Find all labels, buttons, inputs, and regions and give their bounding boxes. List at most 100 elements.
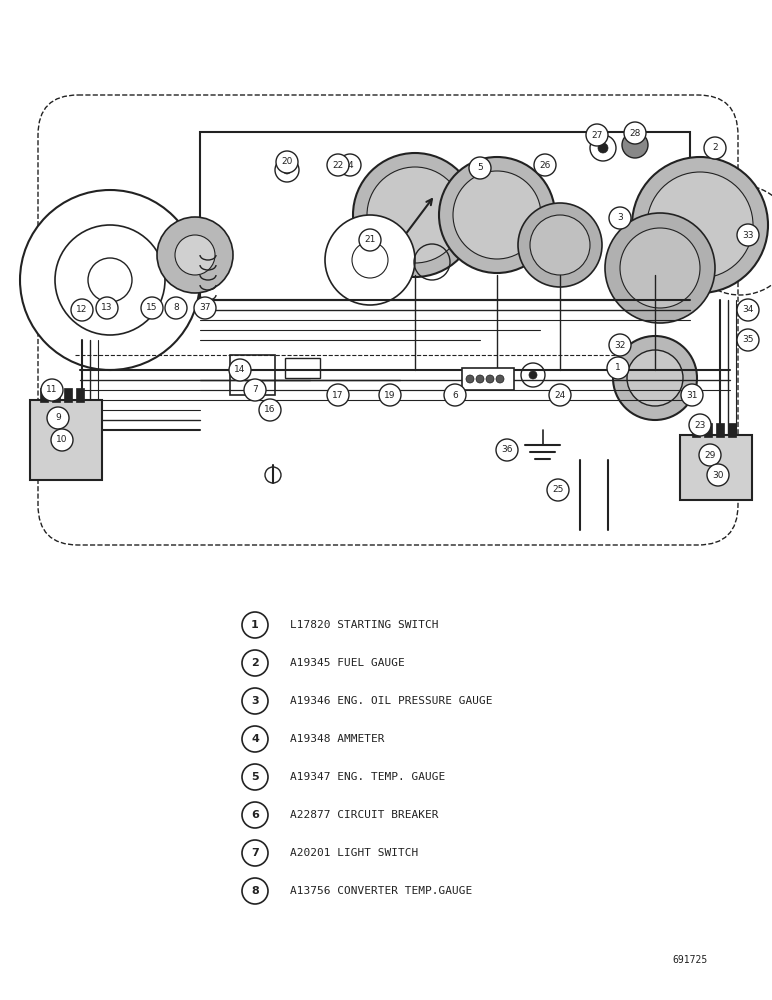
Text: 15: 15	[146, 304, 157, 312]
Text: 29: 29	[704, 450, 716, 460]
Bar	[76, 388, 84, 402]
Circle shape	[707, 464, 729, 486]
Text: 23: 23	[694, 420, 706, 430]
Text: A19347 ENG. TEMP. GAUGE: A19347 ENG. TEMP. GAUGE	[290, 772, 445, 782]
Circle shape	[469, 157, 491, 179]
Circle shape	[534, 154, 556, 176]
Text: A13756 CONVERTER TEMP.GAUGE: A13756 CONVERTER TEMP.GAUGE	[290, 886, 472, 896]
Bar	[52, 388, 60, 402]
Text: 24: 24	[554, 390, 566, 399]
Circle shape	[259, 399, 281, 421]
Circle shape	[627, 350, 683, 406]
Circle shape	[549, 384, 571, 406]
Bar	[704, 423, 712, 437]
Circle shape	[598, 143, 608, 153]
Text: 3: 3	[617, 214, 623, 223]
Circle shape	[47, 407, 69, 429]
Circle shape	[71, 299, 93, 321]
Circle shape	[242, 764, 268, 790]
Bar	[40, 388, 48, 402]
Circle shape	[607, 357, 629, 379]
Circle shape	[624, 122, 646, 144]
Text: 20: 20	[281, 157, 293, 166]
Text: 19: 19	[384, 390, 396, 399]
Bar	[716, 423, 724, 437]
Circle shape	[242, 840, 268, 866]
Text: A19346 ENG. OIL PRESSURE GAUGE: A19346 ENG. OIL PRESSURE GAUGE	[290, 696, 493, 706]
Circle shape	[486, 375, 494, 383]
Circle shape	[242, 688, 268, 714]
Bar	[462, 368, 514, 390]
Circle shape	[476, 375, 484, 383]
Circle shape	[737, 329, 759, 351]
Circle shape	[165, 297, 187, 319]
Circle shape	[439, 157, 555, 273]
Text: 37: 37	[199, 304, 211, 312]
Circle shape	[242, 802, 268, 828]
Circle shape	[466, 375, 474, 383]
Circle shape	[275, 158, 299, 182]
Circle shape	[453, 171, 541, 259]
Circle shape	[244, 379, 266, 401]
Circle shape	[681, 384, 703, 406]
Circle shape	[622, 132, 648, 158]
Circle shape	[689, 414, 711, 436]
Text: 21: 21	[364, 235, 376, 244]
Circle shape	[379, 384, 401, 406]
Text: 36: 36	[501, 446, 513, 454]
Circle shape	[141, 297, 163, 319]
Bar	[64, 388, 72, 402]
Circle shape	[586, 124, 608, 146]
Text: 6: 6	[251, 810, 259, 820]
Text: 13: 13	[101, 304, 113, 312]
Text: L17820 STARTING SWITCH: L17820 STARTING SWITCH	[290, 620, 438, 630]
Circle shape	[157, 217, 233, 293]
Text: 28: 28	[629, 128, 641, 137]
Circle shape	[41, 379, 63, 401]
Text: 27: 27	[591, 130, 603, 139]
Circle shape	[327, 154, 349, 176]
Text: 35: 35	[742, 336, 753, 344]
Text: 7: 7	[252, 385, 258, 394]
Text: A19348 AMMETER: A19348 AMMETER	[290, 734, 384, 744]
Circle shape	[547, 479, 569, 501]
Circle shape	[242, 612, 268, 638]
Text: 11: 11	[46, 385, 58, 394]
Bar	[680, 435, 752, 500]
Text: 33: 33	[742, 231, 753, 239]
Circle shape	[55, 225, 165, 335]
Text: A22877 CIRCUIT BREAKER: A22877 CIRCUIT BREAKER	[290, 810, 438, 820]
Bar	[728, 423, 736, 437]
Text: 8: 8	[173, 304, 179, 312]
Text: 25: 25	[552, 486, 564, 494]
Bar	[285, 358, 320, 378]
Text: 14: 14	[235, 365, 245, 374]
Text: 17: 17	[332, 390, 344, 399]
Circle shape	[51, 429, 73, 451]
Circle shape	[283, 166, 291, 174]
Text: 34: 34	[743, 306, 753, 314]
Text: 30: 30	[713, 471, 724, 480]
Circle shape	[620, 228, 700, 308]
Circle shape	[704, 137, 726, 159]
Text: 10: 10	[56, 436, 68, 444]
Circle shape	[276, 151, 298, 173]
Text: 1: 1	[615, 363, 621, 372]
Circle shape	[327, 384, 349, 406]
Text: 3: 3	[251, 696, 259, 706]
Text: 4: 4	[251, 734, 259, 744]
Circle shape	[444, 384, 466, 406]
Circle shape	[96, 297, 118, 319]
Circle shape	[175, 235, 215, 275]
Circle shape	[229, 359, 251, 381]
Circle shape	[530, 215, 590, 275]
Circle shape	[242, 650, 268, 676]
Bar	[30, 400, 102, 480]
Circle shape	[518, 203, 602, 287]
Circle shape	[88, 258, 132, 302]
Text: 7: 7	[251, 848, 259, 858]
Text: 12: 12	[76, 306, 88, 314]
Text: 2: 2	[251, 658, 259, 668]
Text: 9: 9	[55, 414, 61, 422]
Circle shape	[20, 190, 200, 370]
